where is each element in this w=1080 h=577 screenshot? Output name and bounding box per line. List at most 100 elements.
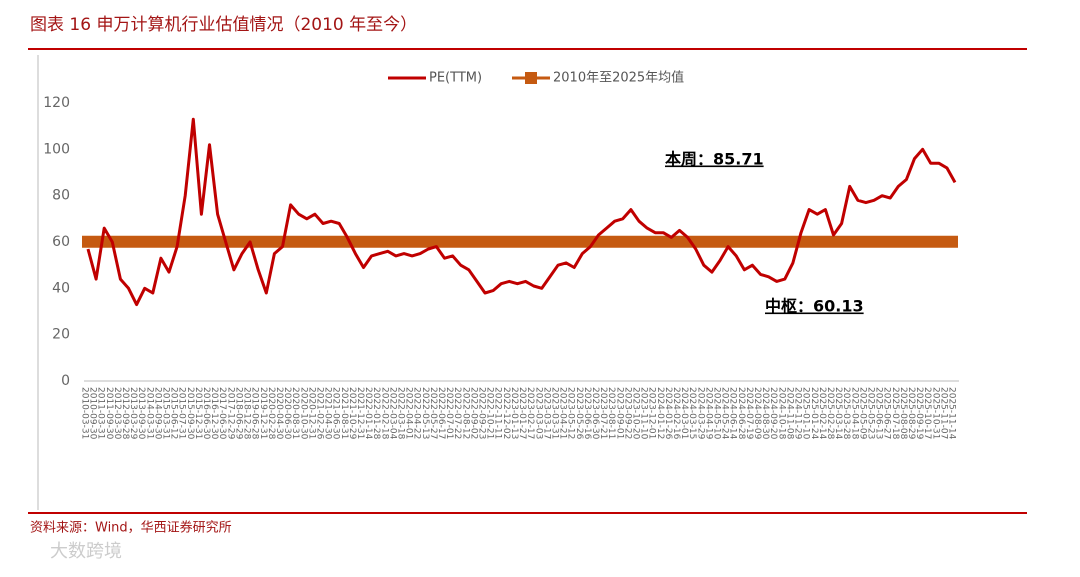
y-tick-label: 40	[52, 280, 70, 296]
x-tick-label: 2022-09-02	[468, 387, 478, 439]
x-tick-label: 2022-04-22	[412, 387, 422, 439]
x-tick-label: 2020-04-30	[274, 387, 284, 440]
x-tick-label: 2023-04-21	[558, 387, 568, 439]
y-tick-label: 120	[43, 95, 70, 111]
legend-label: PE(TTM)	[429, 71, 482, 86]
x-tick-label: 2023-03-03	[533, 387, 543, 439]
x-tick-label: 2022-08-12	[460, 387, 470, 439]
x-tick-label: 2022-01-14	[363, 387, 373, 440]
x-tick-label: 2024-01-12	[655, 387, 665, 439]
x-tick-label: 2024-08-30	[760, 387, 770, 440]
x-tick-label: 2024-11-29	[793, 387, 803, 440]
x-tick-label: 2025-10-31	[930, 387, 940, 439]
x-tick-label: 2014-09-30	[152, 387, 162, 440]
x-tick-label: 2025-08-29	[906, 387, 916, 440]
x-tick-label: 2020-08-31	[290, 387, 300, 439]
chart-title: 图表 16 申万计算机行业估值情况（2010 年至今）	[30, 15, 417, 35]
x-tick-label: 2012-03-30	[112, 387, 122, 440]
x-tick-label: 2017-12-29	[225, 387, 235, 440]
x-tick-label: 2020-06-30	[282, 387, 292, 440]
x-tick-label: 2025-01-10	[801, 387, 811, 440]
x-tick-label: 2024-05-24	[720, 387, 730, 440]
x-tick-label: 2025-06-27	[882, 387, 892, 439]
x-tick-label: 2025-02-28	[825, 387, 835, 440]
x-tick-label: 2022-03-04	[387, 387, 397, 440]
series-line	[86, 117, 957, 307]
x-tick-label: 2024-04-19	[703, 387, 713, 440]
x-tick-label: 2015-12-31	[193, 387, 203, 439]
x-tick-label: 2024-09-20	[768, 387, 778, 440]
legend-swatch	[525, 72, 537, 84]
x-tick-label: 2023-11-10	[639, 387, 649, 440]
x-tick-label: 2023-10-20	[630, 387, 640, 440]
x-tick-label: 2020-12-31	[306, 387, 316, 439]
x-tick-label: 2015-03-31	[161, 387, 171, 439]
x-tick-label: 2023-05-26	[574, 387, 584, 440]
x-tick-label: 2024-06-28	[736, 387, 746, 440]
y-tick-label: 100	[43, 141, 70, 157]
x-tick-label: 2024-05-10	[712, 387, 722, 440]
x-tick-label: 2013-09-30	[136, 387, 146, 440]
x-tick-label: 2025-08-08	[898, 387, 908, 440]
x-tick-label: 2011-09-30	[104, 387, 114, 440]
x-tick-label: 2012-09-28	[120, 387, 130, 440]
annotation: 中枢：60.13	[765, 297, 864, 316]
x-tick-label: 2024-02-16	[671, 387, 681, 440]
x-tick-label: 2024-03-01	[679, 387, 689, 439]
x-tick-label: 2025-01-24	[809, 387, 819, 440]
x-tick-label: 2025-04-18	[849, 387, 859, 440]
y-tick-label: 80	[52, 188, 70, 204]
x-tick-label: 2023-06-30	[590, 387, 600, 440]
x-tick-label: 2022-01-28	[371, 387, 381, 440]
x-tick-label: 2019-06-28	[250, 387, 260, 440]
x-tick-label: 2022-11-11	[493, 387, 503, 439]
x-tick-label: 2018-06-29	[233, 387, 243, 440]
x-tick-label: 2013-03-29	[128, 387, 138, 440]
x-tick-label: 2016-12-30	[209, 387, 219, 440]
x-tick-label: 2024-07-19	[744, 387, 754, 440]
x-tick-label: 2019-12-31	[258, 387, 268, 439]
annotation: 本周：85.71	[665, 150, 764, 169]
x-tick-label: 2023-05-12	[566, 387, 576, 439]
x-tick-label: 2021-02-26	[314, 387, 324, 440]
x-tick-label: 2024-01-26	[663, 387, 673, 440]
x-tick-label: 2021-12-31	[355, 387, 365, 439]
x-tick-label: 2017-06-30	[217, 387, 227, 440]
x-tick-label: 2015-06-12	[169, 387, 179, 439]
x-tick-label: 2014-03-31	[144, 387, 154, 439]
x-tick-label: 2015-09-30	[185, 387, 195, 440]
x-tick-label: 2023-02-17	[525, 387, 535, 439]
x-tick-label: 2018-12-28	[242, 387, 252, 440]
legend-label: 2010年至2025年均值	[553, 70, 684, 86]
x-tick-label: 2024-10-18	[776, 387, 786, 440]
x-tick-label: 2023-03-31	[549, 387, 559, 439]
x-tick-label: 2025-11-07	[938, 387, 948, 439]
x-tick-label: 2025-06-13	[874, 387, 884, 439]
x-tick-label: 2010-09-30	[88, 387, 98, 440]
watermark: 大数跨境	[50, 541, 122, 562]
y-tick-label: 60	[52, 234, 70, 250]
x-tick-label: 2020-10-30	[298, 387, 308, 440]
x-tick-label: 2025-11-14	[947, 387, 957, 440]
x-tick-label: 2021-06-30	[331, 387, 341, 440]
x-tick-label: 2020-02-28	[266, 387, 276, 440]
x-tick-label: 2016-06-30	[201, 387, 211, 440]
x-tick-label: 2023-07-21	[598, 387, 608, 439]
x-tick-label: 2022-07-22	[452, 387, 462, 439]
x-tick-label: 2025-07-18	[890, 387, 900, 440]
x-tick-label: 2023-09-01	[614, 387, 624, 439]
x-tick-label: 2022-10-21	[485, 387, 495, 439]
x-tick-label: 2025-05-23	[865, 387, 875, 439]
x-tick-label: 2022-03-18	[396, 387, 406, 440]
x-tick-label: 2024-03-29	[695, 387, 705, 440]
x-tick-label: 2025-10-17	[922, 387, 932, 439]
x-tick-label: 2025-09-19	[914, 387, 924, 440]
x-tick-label: 2024-03-15	[687, 387, 697, 439]
x-tick-label: 2023-09-22	[622, 387, 632, 439]
x-tick-label: 2023-01-27	[517, 387, 527, 439]
x-tick-label: 2022-05-27	[428, 387, 438, 439]
x-tick-label: 2022-12-02	[501, 387, 511, 439]
x-tick-label: 2023-03-17	[541, 387, 551, 439]
x-tick-label: 2024-08-09	[752, 387, 762, 440]
